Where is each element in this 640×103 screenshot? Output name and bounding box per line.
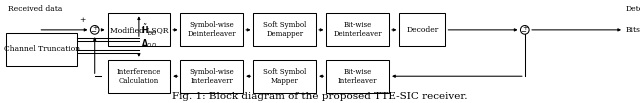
Text: Decoder: Decoder <box>406 26 438 34</box>
Text: Soft Symbol
Mapper: Soft Symbol Mapper <box>263 68 307 85</box>
Ellipse shape <box>520 26 529 34</box>
FancyBboxPatch shape <box>253 60 316 93</box>
FancyBboxPatch shape <box>180 60 243 93</box>
FancyBboxPatch shape <box>326 13 389 46</box>
Text: Bit-wise
Deinterleaver: Bit-wise Deinterleaver <box>333 21 382 38</box>
FancyBboxPatch shape <box>180 13 243 46</box>
Text: $\mathbf{\Delta}_{DD}$: $\mathbf{\Delta}_{DD}$ <box>141 38 157 50</box>
Text: $\tilde{\mathbf{H}}_{DD}$: $\tilde{\mathbf{H}}_{DD}$ <box>141 23 158 38</box>
FancyBboxPatch shape <box>399 13 445 46</box>
Text: Interference
Calculation: Interference Calculation <box>116 68 161 85</box>
FancyBboxPatch shape <box>108 60 170 93</box>
Text: Symbol-wise
Interleaverr: Symbol-wise Interleaverr <box>189 68 234 85</box>
Text: Channel Truncation: Channel Truncation <box>4 45 79 53</box>
Text: Bit-wise
Interleaver: Bit-wise Interleaver <box>338 68 378 85</box>
FancyBboxPatch shape <box>326 60 389 93</box>
Text: +: + <box>522 24 527 32</box>
Text: +: + <box>79 16 86 24</box>
Text: Detected: Detected <box>625 5 640 13</box>
Text: Bits: Bits <box>625 26 640 34</box>
Text: Received data: Received data <box>8 5 63 13</box>
Text: −: − <box>90 28 96 36</box>
Ellipse shape <box>90 26 99 34</box>
FancyBboxPatch shape <box>108 13 170 46</box>
Text: +: + <box>92 24 97 32</box>
Text: −: − <box>520 28 526 36</box>
Text: Modified LSQR: Modified LSQR <box>109 26 168 34</box>
FancyBboxPatch shape <box>6 33 77 66</box>
Text: Symbol-wise
Deinterleaver: Symbol-wise Deinterleaver <box>188 21 236 38</box>
Text: Soft Symbol
Demapper: Soft Symbol Demapper <box>263 21 307 38</box>
FancyBboxPatch shape <box>253 13 316 46</box>
Text: Fig. 1: Block diagram of the proposed TTE-SIC receiver.: Fig. 1: Block diagram of the proposed TT… <box>172 92 468 101</box>
